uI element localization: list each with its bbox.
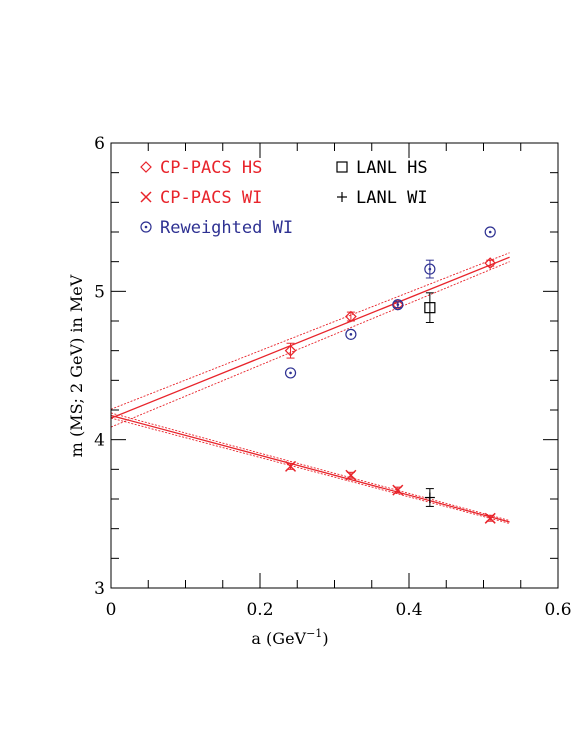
- y-label-rest: ; 2 GeV) in MeV: [67, 274, 86, 403]
- data-point: [484, 226, 496, 238]
- fit-lines: [110, 252, 510, 524]
- data-point: [424, 492, 435, 503]
- data-point: [392, 484, 404, 496]
- y-label-m: m: [67, 442, 86, 457]
- fit-line-upper: [110, 252, 510, 410]
- data-points: [284, 226, 497, 524]
- legend-label: LANL WI: [356, 188, 428, 208]
- data-point: [424, 302, 436, 314]
- y-tick-label: 6: [94, 134, 105, 154]
- y-label-ms: MS: [67, 403, 86, 430]
- data-point: [345, 328, 357, 340]
- data-point: [345, 310, 357, 323]
- fit-line-center: [110, 414, 510, 523]
- data-point: [424, 263, 436, 275]
- data-point: [484, 257, 497, 269]
- legend-item: CP-PACS WI: [140, 188, 262, 208]
- x-tick-label: 0: [106, 600, 117, 620]
- data-point: [484, 512, 496, 524]
- legend-item: Reweighted WI: [140, 218, 293, 238]
- fit-line-center: [110, 256, 510, 419]
- x-tick-label: 0.4: [395, 600, 422, 620]
- axis-ticks: [110, 142, 559, 589]
- legend-marker: [140, 161, 152, 173]
- y-tick-label: 3: [94, 579, 105, 599]
- y-axis-label: m (MS; 2 GeV) in MeV: [67, 274, 86, 457]
- fit-line-lower: [110, 417, 510, 524]
- legend-label: LANL HS: [356, 158, 428, 178]
- legend-label: CP-PACS HS: [160, 158, 262, 178]
- legend-item: LANL HS: [336, 158, 428, 178]
- data-point: [284, 344, 297, 357]
- legend-marker: [140, 191, 152, 203]
- fit-line-upper: [110, 412, 510, 521]
- svg-text:m (MS; 2 GeV) in MeV: m (MS; 2 GeV) in MeV: [67, 274, 86, 457]
- fit-line-lower: [110, 261, 510, 428]
- legend-label: Reweighted WI: [160, 218, 293, 238]
- x-tick-label: 0.6: [544, 600, 571, 620]
- x-axis-label: a (GeV−1): [251, 627, 328, 648]
- data-point: [284, 367, 297, 379]
- data-point: [285, 460, 297, 472]
- x-tick-label: 0.2: [246, 600, 273, 620]
- tick-labels: 0 0.2 0.4 0.6 3 4 5 6: [94, 134, 571, 620]
- legend-label: CP-PACS WI: [160, 188, 262, 208]
- legend-item: LANL WI: [337, 188, 428, 208]
- data-point: [392, 299, 404, 311]
- y-tick-label: 5: [94, 282, 105, 302]
- legend: CP-PACS HS CP-PACS WI Reweighted WI LANL HS…: [140, 158, 428, 238]
- y-tick-label: 4: [94, 431, 105, 451]
- legend-marker: [336, 161, 348, 173]
- legend-item: CP-PACS HS: [140, 158, 262, 178]
- legend-marker: [337, 192, 347, 202]
- legend-marker: [140, 221, 152, 233]
- data-point: [345, 469, 357, 481]
